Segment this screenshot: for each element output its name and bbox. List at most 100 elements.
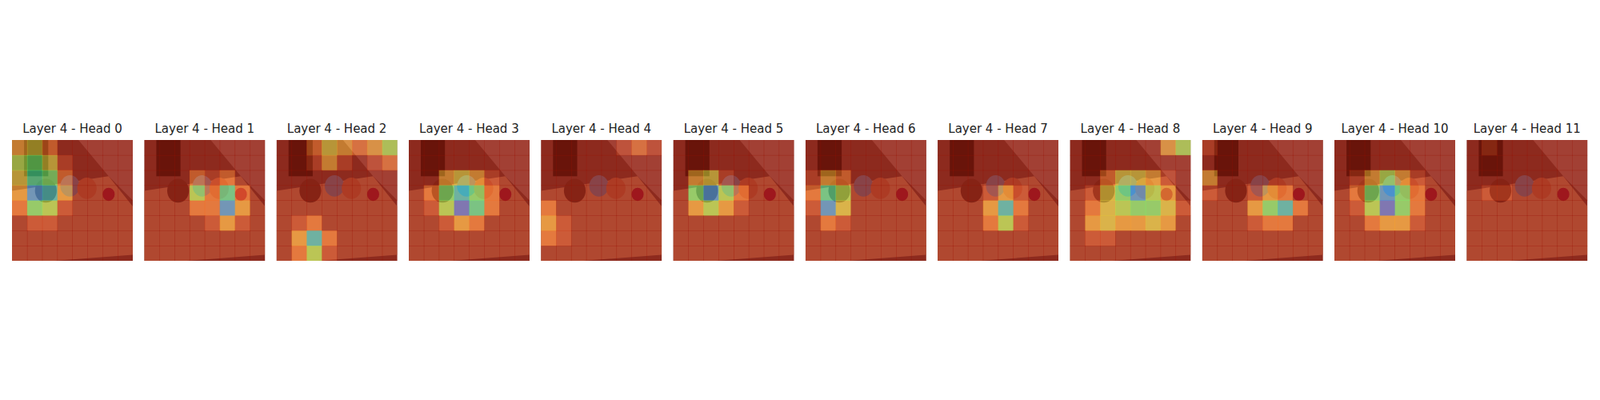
heat-cell: [850, 155, 866, 171]
heat-cell: [352, 155, 368, 171]
heat-cell: [352, 230, 368, 246]
heat-cell: [1466, 215, 1482, 231]
heat-cell: [1395, 215, 1411, 231]
heat-cell: [159, 200, 175, 216]
heat-cell: [514, 230, 530, 246]
heat-cell: [159, 215, 175, 231]
heat-cell: [764, 245, 780, 261]
heat-cell: [117, 230, 133, 246]
heat-cell: [276, 200, 292, 216]
heat-cell: [1262, 245, 1278, 261]
heat-cell: [1496, 140, 1512, 156]
heat-cell: [189, 215, 205, 231]
heat-cell: [1176, 185, 1192, 201]
heat-cell: [1380, 170, 1396, 186]
heat-cell: [1145, 215, 1161, 231]
heat-cell: [1527, 185, 1543, 201]
heat-cell: [1262, 140, 1278, 156]
heat-cell: [880, 140, 896, 156]
heat-cell: [718, 185, 734, 201]
heat-cell: [983, 245, 999, 261]
heat-cell: [336, 185, 352, 201]
heat-cell: [1440, 140, 1456, 156]
heat-cell: [998, 200, 1014, 216]
heat-cell: [87, 140, 103, 156]
heat-cell: [748, 230, 764, 246]
heat-cell: [1217, 155, 1233, 171]
heat-cell: [291, 215, 307, 231]
heat-cell: [1424, 230, 1440, 246]
heat-cell: [72, 215, 88, 231]
heat-cell: [1262, 215, 1278, 231]
scene-bg: [1202, 140, 1324, 261]
heat-cell: [499, 140, 515, 156]
heat-cell: [1424, 170, 1440, 186]
heatmap: [805, 140, 927, 261]
heat-cell: [408, 185, 424, 201]
heat-cell: [367, 215, 383, 231]
heat-cell: [220, 245, 236, 261]
heat-cell: [514, 200, 530, 216]
heat-cell: [1202, 215, 1218, 231]
heat-cell: [911, 155, 927, 171]
heat-cell: [1481, 170, 1497, 186]
heat-cell: [102, 170, 118, 186]
heat-cell: [1334, 185, 1350, 201]
heat-cell: [1100, 140, 1116, 156]
heat-cell: [468, 200, 484, 216]
heat-cell: [468, 155, 484, 171]
heat-cell: [1308, 230, 1324, 246]
heat-cell: [1334, 245, 1350, 261]
heat-cell: [1334, 200, 1350, 216]
panel: [276, 140, 399, 262]
heat-cell: [424, 185, 440, 201]
heat-cell: [1542, 200, 1558, 216]
heat-cell: [27, 200, 43, 216]
heat-cell: [27, 230, 43, 246]
heat-cell: [673, 155, 689, 171]
heat-cell: [1380, 155, 1396, 171]
heat-cell: [1069, 185, 1085, 201]
heat-cell: [1292, 230, 1308, 246]
heat-cell: [468, 170, 484, 186]
heat-cell: [673, 245, 689, 261]
heat-cell: [1292, 185, 1308, 201]
heat-cell: [484, 200, 500, 216]
heat-cell: [1028, 155, 1044, 171]
heat-cell: [514, 245, 530, 261]
heat-cell: [1115, 215, 1131, 231]
heatmap: [1069, 140, 1191, 261]
heat-cell: [571, 155, 587, 171]
heat-cell: [1084, 185, 1100, 201]
heat-cell: [748, 215, 764, 231]
heat-cell: [1202, 245, 1218, 261]
heat-cell: [189, 200, 205, 216]
heat-cell: [484, 245, 500, 261]
heat-cell: [820, 215, 836, 231]
heat-cell: [57, 215, 73, 231]
heat-cell: [1395, 200, 1411, 216]
heat-cell: [820, 185, 836, 201]
heat-cell: [424, 170, 440, 186]
heat-cell: [998, 215, 1014, 231]
heat-cell: [1496, 200, 1512, 216]
heat-cell: [1481, 215, 1497, 231]
heat-cell: [321, 215, 337, 231]
heat-cell: [820, 200, 836, 216]
heat-cell: [1557, 185, 1573, 201]
heat-cell: [1481, 230, 1497, 246]
heat-cell: [968, 245, 984, 261]
heat-cell: [779, 185, 795, 201]
heat-cell: [865, 140, 881, 156]
heat-cell: [1440, 245, 1456, 261]
heat-cell: [367, 200, 383, 216]
panel-title: Layer 4 - Head 10: [1340, 121, 1448, 136]
heat-cell: [703, 245, 719, 261]
heat-cell: [1424, 140, 1440, 156]
heat-cell: [72, 230, 88, 246]
heat-cell: [1069, 140, 1085, 156]
heat-cell: [321, 155, 337, 171]
heat-cell: [42, 155, 58, 171]
heat-cell: [1043, 215, 1059, 231]
heat-cell: [367, 170, 383, 186]
